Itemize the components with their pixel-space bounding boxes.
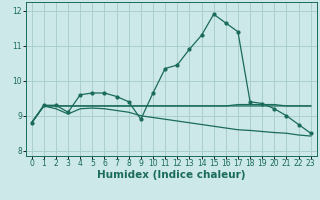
X-axis label: Humidex (Indice chaleur): Humidex (Indice chaleur) (97, 170, 245, 180)
